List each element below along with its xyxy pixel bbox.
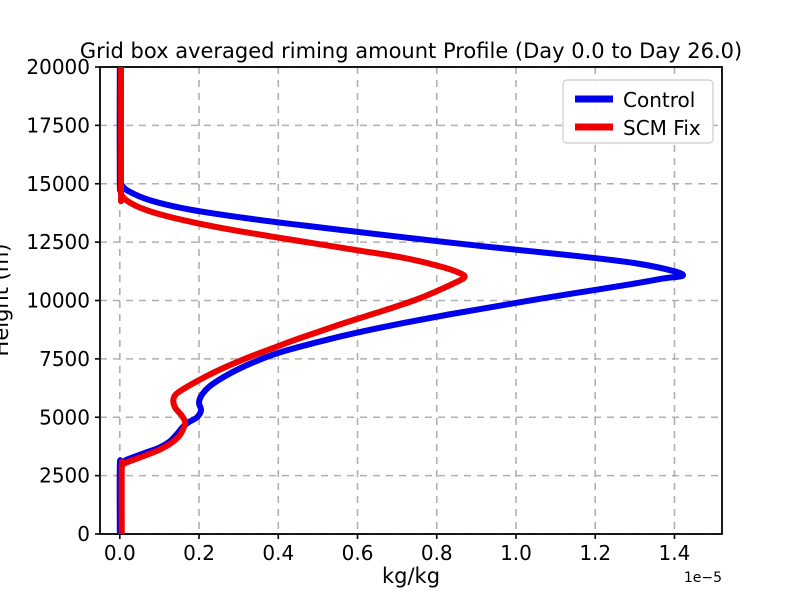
x-tick-labels: 0.0 0.2 0.4 0.6 0.8 1.0 1.2 1.4 xyxy=(104,541,690,565)
data-series xyxy=(116,67,686,534)
y-tick-label: 15000 xyxy=(26,172,90,196)
x-tick-label: 0.4 xyxy=(262,541,294,565)
x-tick-label: 1.4 xyxy=(659,541,691,565)
y-tick-label: 5000 xyxy=(39,405,90,429)
axis-ticks xyxy=(95,66,676,539)
x-tick-label: 0.2 xyxy=(183,541,215,565)
x-tick-label: 1.2 xyxy=(579,541,611,565)
y-tick-label: 12500 xyxy=(26,230,90,254)
y-tick-label: 0 xyxy=(77,522,90,546)
y-tick-label: 10000 xyxy=(26,289,90,313)
legend-label-control: Control xyxy=(623,88,695,112)
y-tick-label: 2500 xyxy=(39,464,90,488)
x-axis-offset-exponent: 1e−5 xyxy=(684,570,722,586)
x-tick-label: 1.0 xyxy=(500,541,532,565)
legend-label-scm-fix: SCM Fix xyxy=(623,116,701,140)
y-axis-label: Height (m) xyxy=(0,244,13,357)
y-tick-labels: 0 2500 5000 7500 10000 12500 15000 17500 20000 xyxy=(26,55,90,546)
y-tick-label: 17500 xyxy=(26,113,90,137)
x-tick-label: 0.0 xyxy=(104,541,136,565)
chart-title: Grid box averaged riming amount Profile … xyxy=(80,39,742,63)
x-axis-label: kg/kg xyxy=(382,564,440,588)
y-tick-label: 20000 xyxy=(26,55,90,79)
series-line-scm-fix xyxy=(117,67,468,534)
x-tick-label: 0.8 xyxy=(421,541,453,565)
x-tick-label: 0.6 xyxy=(342,541,374,565)
legend[interactable]: Control SCM Fix xyxy=(562,79,714,144)
y-tick-label: 7500 xyxy=(39,347,90,371)
